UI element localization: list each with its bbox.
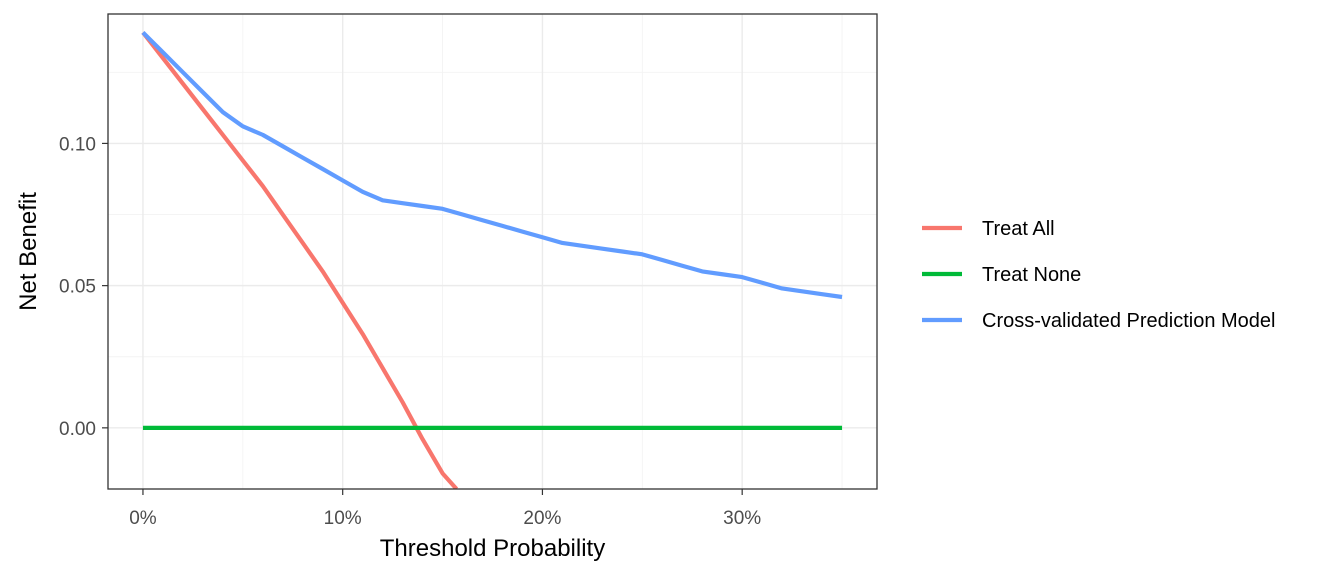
legend-label-treat-all: Treat All: [982, 218, 1055, 240]
legend: Treat All Treat None Cross-validated Predi…: [922, 218, 1275, 332]
y-tick-label: 0.10: [59, 134, 96, 155]
x-tick-label: 20%: [523, 508, 561, 529]
x-axis-title: Threshold Probability: [380, 535, 605, 562]
y-tick-label: 0.05: [59, 277, 96, 298]
y-tick-label: 0.00: [59, 419, 96, 440]
series-layer: [141, 31, 843, 489]
series-line-cross-validated-prediction-model: [141, 31, 843, 300]
x-tick-label: 0%: [129, 508, 157, 529]
x-tick-label: 10%: [324, 508, 362, 529]
legend-label-treat-none: Treat None: [982, 264, 1081, 286]
legend-label-cross-validated-prediction-model: Cross-validated Prediction Model: [982, 310, 1275, 332]
y-axis-title: Net Benefit: [15, 192, 42, 311]
x-tick-label: 30%: [723, 508, 761, 529]
series-line-treat-all: [141, 31, 459, 489]
grid-layer: [108, 14, 877, 489]
plot-panel-border: [107, 13, 878, 490]
axis-layer: 0% 10% 20% 30% 0.00 0.05 0.10: [59, 134, 761, 529]
